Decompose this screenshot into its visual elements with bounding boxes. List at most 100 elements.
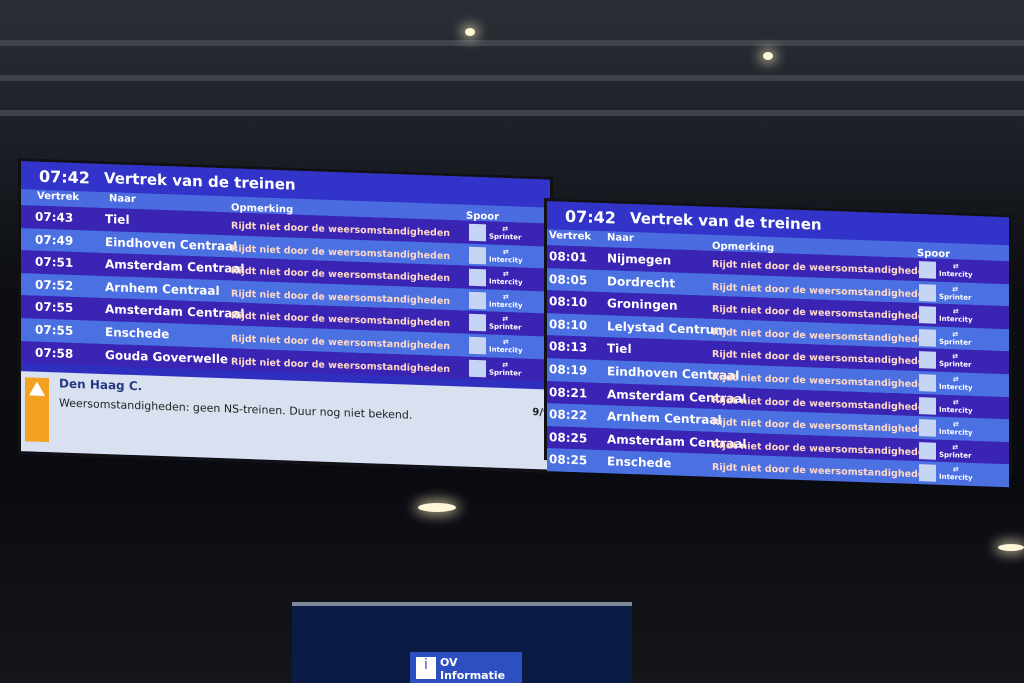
disruption-message: Den Haag C. Weersomstandigheden: geen NS… xyxy=(21,371,556,470)
header-destination: Naar xyxy=(109,193,136,206)
departure-time: 07:43 xyxy=(35,209,74,225)
departure-time: 08:25 xyxy=(549,429,588,446)
platform-box xyxy=(919,419,936,437)
ns-logo-icon: ⇄ Sprinter xyxy=(939,352,972,370)
train-type: Intercity xyxy=(489,345,523,355)
train-type: Intercity xyxy=(489,277,523,287)
ov-info-label: OV Informatie xyxy=(440,656,506,682)
ns-logo-icon: ⇄ Sprinter xyxy=(489,360,522,378)
destination: Amsterdam Centraal xyxy=(105,257,245,277)
ceiling-light xyxy=(465,28,475,36)
ns-logo-icon: ⇄ Intercity xyxy=(939,375,973,392)
destination: Tiel xyxy=(607,341,632,357)
train-type: Intercity xyxy=(489,300,523,310)
train-type: Sprinter xyxy=(939,337,972,347)
departure-time: 08:01 xyxy=(549,249,588,265)
platform-box xyxy=(469,336,486,355)
platform-box xyxy=(469,291,486,310)
remark: Rijdt niet door de weersomstandigheden xyxy=(712,462,932,481)
platform-box xyxy=(919,374,936,392)
departure-list: 07:43 Tiel Rijdt niet door de weersomsta… xyxy=(21,205,550,382)
train-type: Sprinter xyxy=(489,232,522,242)
message-text: Weersomstandigheden: geen NS-treinen. Du… xyxy=(59,396,413,422)
train-type: Sprinter xyxy=(939,450,972,460)
destination: Nijmegen xyxy=(607,251,672,268)
destination: Gouda Goverwelle xyxy=(105,347,229,366)
ns-logo-icon: ⇄ Sprinter xyxy=(939,443,972,460)
platform-box xyxy=(919,328,936,347)
message-station: Den Haag C. xyxy=(59,376,143,394)
platform-box xyxy=(469,223,486,242)
train-type: Intercity xyxy=(939,473,973,483)
remark: Rijdt niet door de weersomstandigheden xyxy=(231,356,451,375)
departure-board-right: 07:42 Vertrek van de treinen Vertrek Naar… xyxy=(544,198,1012,488)
ns-logo-icon: ⇄ Intercity xyxy=(489,270,523,287)
ceiling-light xyxy=(418,503,456,512)
platform-box xyxy=(469,314,486,332)
departure-time: 08:13 xyxy=(549,339,588,355)
warning-icon xyxy=(25,377,49,443)
ceiling-beam xyxy=(0,75,1024,81)
departure-time: 08:05 xyxy=(549,271,588,288)
ceiling-beam xyxy=(0,40,1024,46)
destination: Enschede xyxy=(607,454,672,471)
departure-time: 07:52 xyxy=(35,277,74,293)
departure-time: 07:55 xyxy=(35,299,74,316)
header-departure: Vertrek xyxy=(549,230,592,243)
train-type: Sprinter xyxy=(939,360,972,370)
departure-time: 08:22 xyxy=(549,407,588,423)
platform-box xyxy=(469,246,486,264)
platform-box xyxy=(919,261,936,279)
destination: Eindhoven Centraal xyxy=(105,234,238,254)
departure-time: 08:10 xyxy=(549,316,588,333)
destination: Enschede xyxy=(105,325,170,342)
header-destination: Naar xyxy=(607,232,634,245)
ceiling-beam xyxy=(0,110,1024,116)
train-type: Intercity xyxy=(939,382,973,392)
destination: Amsterdam Centraal xyxy=(105,302,245,322)
destination: Tiel xyxy=(105,212,130,227)
train-type: Sprinter xyxy=(939,292,972,302)
train-type: Intercity xyxy=(939,427,973,438)
ns-logo-icon: ⇄ Intercity xyxy=(939,420,973,438)
departure-time: 07:55 xyxy=(35,322,74,338)
destination: Arnhem Centraal xyxy=(105,279,220,298)
ns-logo-icon: ⇄ Intercity xyxy=(939,307,973,325)
platform-box xyxy=(919,306,936,324)
ns-logo-icon: ⇄ Intercity xyxy=(489,337,523,355)
header-departure: Vertrek xyxy=(37,190,80,204)
ns-logo-icon: ⇄ Intercity xyxy=(489,247,523,265)
departure-time: 07:58 xyxy=(35,345,74,361)
train-type: Intercity xyxy=(939,314,973,325)
departure-time: 07:49 xyxy=(35,232,74,248)
ns-logo-icon: ⇄ Intercity xyxy=(489,292,523,310)
train-type: Intercity xyxy=(489,255,523,265)
departure-time: 08:25 xyxy=(549,452,588,468)
board-title: Vertrek van de treinen xyxy=(103,169,296,194)
ns-logo-icon: ⇄ Intercity xyxy=(939,262,973,279)
train-type: Intercity xyxy=(939,405,973,415)
clock: 07:42 xyxy=(39,166,90,188)
info-icon: i xyxy=(416,657,436,679)
destination: Groningen xyxy=(607,296,678,313)
departure-time: 08:21 xyxy=(549,384,588,401)
destination: Arnhem Centraal xyxy=(607,409,722,428)
ns-logo-icon: ⇄ Intercity xyxy=(939,397,973,415)
train-type: Sprinter xyxy=(489,322,522,332)
ns-logo-icon: ⇄ Sprinter xyxy=(939,284,972,302)
ceiling-light xyxy=(998,544,1024,551)
train-type: Intercity xyxy=(939,269,973,279)
ns-logo-icon: ⇄ Sprinter xyxy=(489,224,522,242)
departure-time: 08:19 xyxy=(549,362,588,378)
departure-list: 08:01 Nijmegen Rijdt niet door de weerso… xyxy=(547,245,1009,488)
ceiling-light xyxy=(763,52,773,60)
platform-box xyxy=(919,464,936,483)
departure-time: 08:10 xyxy=(549,294,588,310)
platform-box xyxy=(919,351,936,370)
platform-box xyxy=(469,268,486,287)
platform-box xyxy=(469,359,486,377)
platform-box xyxy=(919,396,936,415)
platform-box xyxy=(919,283,936,302)
ns-logo-icon: ⇄ Intercity xyxy=(939,465,973,483)
ns-logo-icon: ⇄ Sprinter xyxy=(939,330,972,347)
